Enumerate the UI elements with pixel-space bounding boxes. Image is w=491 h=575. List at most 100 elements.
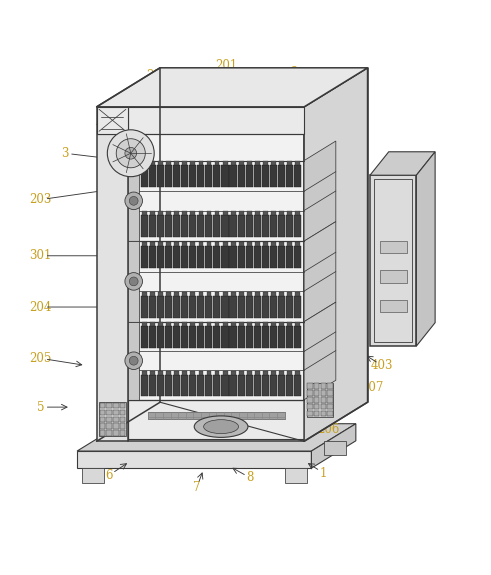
Bar — [271, 161, 276, 165]
Text: 207: 207 — [361, 381, 383, 394]
Bar — [181, 374, 188, 396]
Bar — [307, 384, 313, 389]
Bar — [100, 416, 105, 422]
Polygon shape — [380, 300, 407, 312]
Text: A: A — [95, 115, 103, 128]
Bar — [113, 403, 118, 408]
Bar — [221, 374, 228, 396]
Bar — [255, 371, 260, 374]
Bar — [107, 430, 112, 436]
Bar — [229, 296, 237, 318]
Bar — [327, 404, 333, 409]
Bar — [221, 246, 228, 268]
Bar — [221, 165, 228, 187]
Text: 204: 204 — [29, 301, 52, 313]
Bar — [238, 326, 245, 347]
Bar — [279, 161, 284, 165]
Bar — [181, 215, 188, 237]
Text: 203: 203 — [29, 193, 52, 206]
Bar — [247, 242, 252, 246]
Bar — [181, 246, 188, 268]
Polygon shape — [97, 68, 368, 107]
Bar — [314, 384, 319, 389]
Bar — [239, 242, 244, 246]
Bar — [263, 292, 268, 296]
Bar — [239, 292, 244, 296]
Bar — [189, 215, 196, 237]
Bar — [191, 211, 195, 215]
Bar — [263, 211, 268, 215]
Bar — [207, 371, 212, 374]
Bar — [149, 165, 156, 187]
Bar — [278, 165, 285, 187]
Polygon shape — [128, 241, 139, 321]
Bar — [278, 296, 285, 318]
Bar — [149, 246, 156, 268]
Bar — [157, 326, 164, 347]
Bar — [321, 404, 326, 409]
Bar — [247, 211, 252, 215]
Bar — [294, 296, 301, 318]
Bar — [238, 246, 245, 268]
Polygon shape — [370, 152, 435, 175]
Bar — [150, 322, 155, 326]
Bar — [150, 292, 155, 296]
Bar — [231, 211, 236, 215]
Bar — [270, 296, 277, 318]
Text: 7: 7 — [193, 481, 200, 494]
Bar — [207, 211, 212, 215]
Bar — [286, 246, 293, 268]
Bar — [141, 296, 148, 318]
Bar — [214, 296, 220, 318]
Polygon shape — [285, 468, 306, 483]
Bar — [215, 322, 219, 326]
Polygon shape — [380, 241, 407, 254]
Circle shape — [125, 352, 142, 370]
Bar — [278, 215, 285, 237]
Text: 4: 4 — [408, 266, 415, 279]
Text: 403: 403 — [371, 359, 393, 372]
Bar — [321, 397, 326, 402]
Bar — [262, 374, 269, 396]
Bar — [231, 292, 236, 296]
Polygon shape — [128, 400, 304, 439]
Bar — [239, 161, 244, 165]
Bar — [173, 215, 180, 237]
Bar — [141, 215, 148, 237]
Bar — [207, 242, 212, 246]
Polygon shape — [148, 412, 285, 419]
Bar — [120, 430, 125, 436]
Bar — [189, 374, 196, 396]
Bar — [314, 404, 319, 409]
Bar — [223, 211, 227, 215]
Bar — [165, 296, 172, 318]
Bar — [239, 211, 244, 215]
Bar — [279, 242, 284, 246]
Bar — [181, 296, 188, 318]
Bar — [173, 165, 180, 187]
Bar — [307, 404, 313, 409]
Circle shape — [116, 139, 145, 168]
Bar — [149, 374, 156, 396]
Bar — [183, 242, 187, 246]
Bar — [270, 246, 277, 268]
Text: 3: 3 — [61, 147, 69, 160]
Bar — [263, 161, 268, 165]
Bar — [278, 326, 285, 347]
Bar — [246, 326, 253, 347]
Bar — [262, 326, 269, 347]
Bar — [262, 296, 269, 318]
Polygon shape — [97, 107, 128, 441]
Bar — [229, 215, 237, 237]
Bar — [107, 423, 112, 429]
Bar — [229, 246, 237, 268]
Bar — [294, 326, 301, 347]
Bar — [287, 322, 292, 326]
Bar — [262, 246, 269, 268]
Bar — [214, 326, 220, 347]
Bar — [197, 246, 204, 268]
Bar — [174, 322, 179, 326]
Circle shape — [129, 197, 138, 205]
Bar — [287, 211, 292, 215]
Bar — [207, 161, 212, 165]
